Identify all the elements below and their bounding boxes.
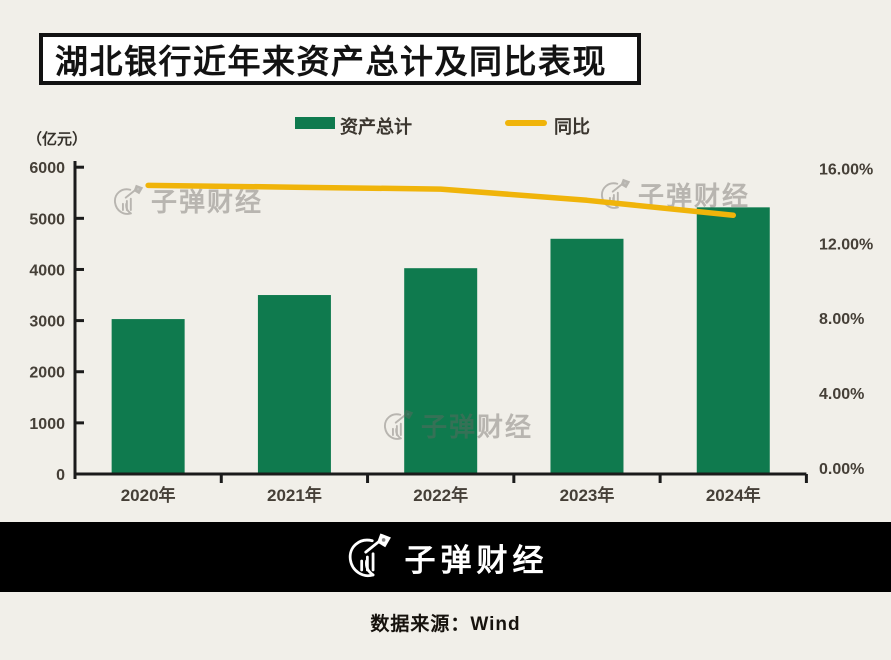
left-axis-tick-label: 5000 <box>29 211 65 228</box>
data-source-note: 数据来源：Wind <box>370 614 521 635</box>
left-axis-tick-label: 4000 <box>29 262 65 279</box>
brand-logo-icon <box>343 531 395 583</box>
left-axis-tick-label: 6000 <box>29 160 65 177</box>
legend-line-swatch <box>505 120 547 126</box>
asset-bar-2021年 <box>257 295 331 474</box>
footer-brand-text: 子弹财经 <box>404 542 549 578</box>
legend-bar-swatch <box>295 117 335 129</box>
watermark-center: 子弹财经 <box>380 407 533 444</box>
legend-line-label: 同比 <box>554 117 590 137</box>
watermark-top-left: 子弹财经 <box>110 182 263 219</box>
x-axis-label: 2020年 <box>121 485 176 505</box>
right-axis-tick-label: 4.00% <box>819 386 864 403</box>
right-axis-tick-label: 12.00% <box>819 236 873 253</box>
chart-title: 湖北银行近年来资产总计及同比表现 <box>55 43 607 80</box>
left-axis-unit-label: （亿元） <box>27 131 88 148</box>
x-axis-label: 2022年 <box>413 485 468 505</box>
right-axis-tick-label: 16.00% <box>819 161 873 178</box>
right-axis-tick-label: 0.00% <box>819 461 864 478</box>
left-axis-tick-label: 0 <box>56 467 65 484</box>
asset-bar-2020年 <box>111 319 185 474</box>
x-axis-label: 2024年 <box>706 485 761 505</box>
right-axis-tick-label: 8.00% <box>819 311 864 328</box>
footer-banner: 子弹财经 <box>0 522 891 592</box>
watermark-text: 子弹财经 <box>151 187 264 217</box>
brand-logo-icon <box>380 408 416 444</box>
watermark-text: 子弹财经 <box>421 412 534 442</box>
brand-logo-icon <box>110 183 146 219</box>
left-axis-tick-label: 2000 <box>29 365 65 382</box>
left-axis-tick-label: 3000 <box>29 314 65 331</box>
left-axis-tick-label: 1000 <box>29 416 65 433</box>
asset-bar-2023年 <box>550 238 624 474</box>
x-axis-label: 2023年 <box>560 485 615 505</box>
watermark-top-right: 子弹财经 <box>597 176 750 213</box>
title-box: 湖北银行近年来资产总计及同比表现 <box>39 33 641 85</box>
brand-logo-icon <box>597 177 633 213</box>
x-axis-label: 2021年 <box>267 485 322 505</box>
asset-bar-2024年 <box>696 207 770 474</box>
watermark-text: 子弹财经 <box>638 181 751 211</box>
legend-bar-label: 资产总计 <box>340 117 412 137</box>
